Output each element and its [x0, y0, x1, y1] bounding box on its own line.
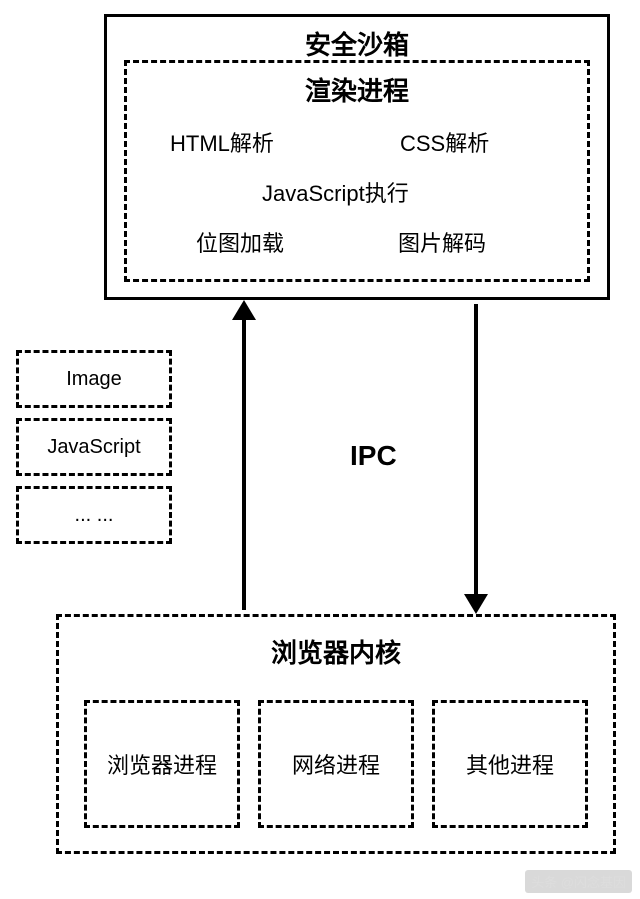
kernel-browser-process-box: 浏览器进程: [84, 700, 240, 828]
resource-image-box: Image: [16, 350, 172, 408]
kernel-other-process-box: 其他进程: [432, 700, 588, 828]
task-html-parse: HTML解析: [170, 126, 274, 158]
resource-js-box: JavaScript: [16, 418, 172, 476]
kernel-network-process-label: 网络进程: [292, 748, 380, 780]
render-process-box: 渲染进程: [124, 60, 590, 282]
watermark-label: 头条 @闪念基因: [525, 870, 632, 893]
kernel-browser-process-label: 浏览器进程: [107, 748, 217, 780]
ipc-label: IPC: [350, 440, 397, 472]
kernel-other-process-label: 其他进程: [466, 748, 554, 780]
arrow-up-icon: [228, 300, 260, 614]
render-process-title: 渲染进程: [127, 71, 587, 108]
task-css-parse: CSS解析: [400, 126, 489, 158]
task-bitmap-load: 位图加载: [196, 226, 284, 258]
resource-image-label: Image: [66, 368, 122, 391]
sandbox-title: 安全沙箱: [107, 25, 607, 62]
resource-more-box: ... ...: [16, 486, 172, 544]
task-js-exec: JavaScript执行: [262, 176, 409, 208]
kernel-network-process-box: 网络进程: [258, 700, 414, 828]
resource-js-label: JavaScript: [47, 436, 140, 459]
task-image-decode: 图片解码: [398, 226, 486, 258]
arrow-down-icon: [460, 300, 492, 614]
resource-more-label: ... ...: [75, 504, 114, 527]
kernel-title: 浏览器内核: [59, 633, 613, 670]
